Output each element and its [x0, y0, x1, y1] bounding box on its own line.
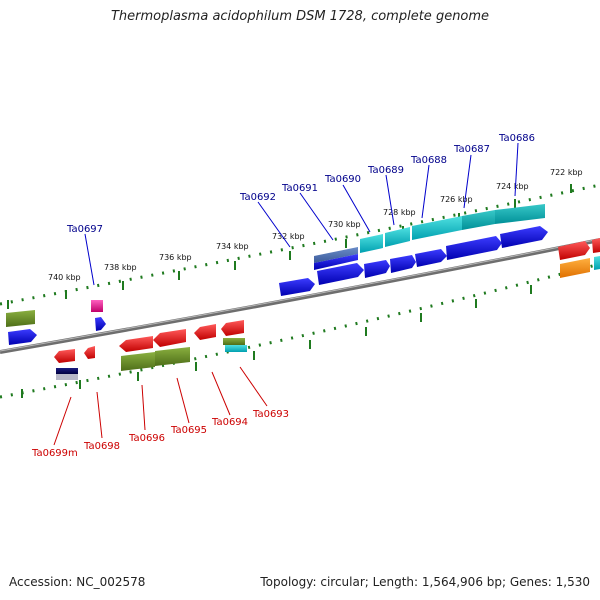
tick-label: 734 kbp — [216, 242, 249, 251]
gene-ta0692[interactable] — [279, 278, 315, 296]
genome-title: Thermoplasma acidophilum DSM 1728, compl… — [110, 9, 490, 24]
tick-label: 724 kbp — [496, 182, 529, 191]
gene-ta0699m-grey[interactable] — [56, 374, 78, 380]
gene-label-ta0691: Ta0691 — [281, 183, 318, 194]
tick-label: 728 kbp — [383, 208, 416, 217]
tick-label: 736 kbp — [159, 253, 192, 262]
gene-ta0699m-navy[interactable] — [56, 368, 78, 374]
gene-ta0695[interactable] — [153, 329, 186, 347]
leader-line — [299, 192, 334, 241]
forward-leaders — [84, 142, 519, 286]
gene-red-right[interactable] — [558, 241, 590, 260]
gene-forward-arrow[interactable] — [364, 260, 390, 278]
gene-ta0699m[interactable] — [54, 349, 75, 363]
reverse-genes — [54, 320, 247, 380]
tick-label: 738 kbp — [104, 263, 137, 272]
tick-label: 732 kbp — [272, 232, 305, 241]
gene-label-ta0687: Ta0687 — [453, 144, 490, 155]
gene-red-right-2[interactable] — [592, 238, 600, 253]
gene-cyan-right[interactable] — [594, 256, 600, 270]
gene-ta0691[interactable] — [314, 247, 358, 263]
leader-line — [176, 377, 190, 424]
gene-blue-left[interactable] — [8, 329, 37, 345]
topology-text: Topology: circular; Length: 1,564,906 bp… — [260, 575, 590, 589]
gene-label-ta0698: Ta0698 — [83, 441, 120, 452]
leader-line — [211, 371, 231, 416]
leader-line — [239, 366, 268, 407]
gene-label-ta0697: Ta0697 — [66, 224, 103, 235]
gene-forward-arrow[interactable] — [446, 236, 502, 260]
gene-forward-arrow[interactable] — [415, 249, 447, 267]
gene-label-ta0689: Ta0689 — [367, 165, 404, 176]
gene-ta0693-cyan[interactable] — [225, 345, 247, 352]
genome-backbone-highlight — [0, 238, 600, 352]
leader-line — [257, 201, 291, 248]
gene-label-ta0695: Ta0695 — [170, 425, 207, 436]
genome-backbone — [0, 238, 600, 354]
gene-label-ta0686: Ta0686 — [498, 133, 535, 144]
gene-ta0687[interactable] — [462, 210, 495, 230]
gene-ta0697-arrow[interactable] — [95, 317, 106, 331]
tick-label: 730 kbp — [328, 220, 361, 229]
gene-olive-left[interactable] — [6, 310, 35, 327]
leader-line — [84, 233, 95, 286]
tick-label: 740 kbp — [48, 273, 81, 282]
leader-line — [385, 174, 395, 226]
tick-label: 726 kbp — [440, 195, 473, 204]
gene-forward-arrow[interactable] — [317, 263, 364, 285]
inner-scale-track — [0, 262, 600, 399]
inner-major-ticks — [21, 285, 532, 398]
gene-ta0693[interactable] — [221, 320, 244, 336]
gene-label-ta0694: Ta0694 — [211, 417, 248, 428]
reverse-leaders — [53, 366, 268, 446]
gene-label-ta0688: Ta0688 — [410, 155, 447, 166]
gene-orange-right[interactable] — [560, 258, 590, 278]
gene-ta0693-olive[interactable] — [223, 338, 245, 345]
gene-ta0695-olive[interactable] — [155, 347, 190, 366]
leader-line — [342, 184, 371, 233]
leader-line — [141, 384, 146, 431]
gene-ta0691-blue[interactable] — [314, 254, 358, 270]
gene-forward-arrow[interactable] — [500, 226, 548, 248]
leader-line — [463, 154, 472, 209]
gene-label-ta0699m: Ta0699m — [31, 448, 78, 459]
gene-ta0698[interactable] — [84, 346, 95, 359]
gene-ta0696[interactable] — [119, 336, 153, 352]
gene-label-ta0692: Ta0692 — [239, 192, 276, 203]
gene-forward-arrow[interactable] — [390, 255, 416, 273]
leader-line — [53, 396, 72, 446]
forward-genes — [6, 204, 600, 345]
tick-label: 722 kbp — [550, 168, 583, 177]
gene-label-ta0693: Ta0693 — [252, 409, 289, 420]
accession-text: Accession: NC_002578 — [9, 575, 146, 589]
leader-line — [514, 142, 519, 197]
gene-ta0686[interactable] — [495, 204, 545, 224]
gene-ta0694[interactable] — [194, 324, 216, 340]
gene-ta0696-olive[interactable] — [121, 352, 155, 371]
leader-line — [96, 391, 103, 439]
leader-line — [421, 164, 430, 219]
gene-ta0689[interactable] — [385, 227, 410, 247]
gene-label-ta0696: Ta0696 — [128, 433, 165, 444]
gene-ta0697[interactable] — [91, 300, 103, 312]
gene-label-ta0690: Ta0690 — [324, 174, 361, 185]
gene-ta0690[interactable] — [360, 234, 383, 253]
gene-ta0688[interactable] — [412, 216, 462, 240]
